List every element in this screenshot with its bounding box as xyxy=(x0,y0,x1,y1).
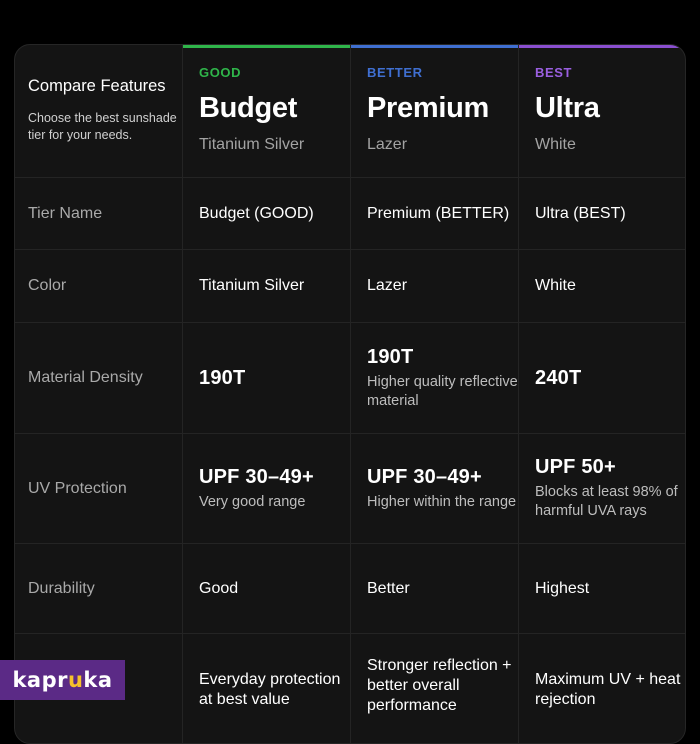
cell-durability-better: Better xyxy=(351,544,519,634)
uv-note: Higher within the range xyxy=(367,493,517,510)
row-label-density: Material Density xyxy=(15,323,183,434)
cell-summary-best: Maximum UV + heat rejection xyxy=(519,634,685,743)
uv-value: UPF 50+ xyxy=(535,456,616,478)
intro-cell: Compare Features Choose the best sunshad… xyxy=(15,45,183,178)
tier-color: White xyxy=(535,136,576,153)
cell-uv-good: UPF 30–49+ Very good range xyxy=(183,434,351,544)
density-note: Higher quality reflective material xyxy=(367,373,518,409)
uv-note: Blocks at least 98% of harmful UVA rays xyxy=(535,484,678,519)
cell-color-better: Lazer xyxy=(351,250,519,323)
cell-color-best: White xyxy=(519,250,685,323)
tier-name: Ultra xyxy=(535,92,600,124)
cell-color-good: Titanium Silver xyxy=(183,250,351,323)
cell-uv-better: UPF 30–49+ Higher within the range xyxy=(351,434,519,544)
uv-value: UPF 30–49+ xyxy=(367,465,482,488)
cell-tier-name-better: Premium (BETTER) xyxy=(351,178,519,250)
compare-subtitle: Choose the best sunshade tier for your n… xyxy=(28,111,177,142)
logo-accent-letter: u xyxy=(67,668,84,692)
good-accent-bar xyxy=(183,45,350,48)
cell-tier-name-best: Ultra (BEST) xyxy=(519,178,685,250)
cell-density-best: 240T xyxy=(519,323,685,434)
cell-summary-better: Stronger reflection + better overall per… xyxy=(351,634,519,743)
tier-tag: BEST xyxy=(535,65,573,80)
cell-density-good: 190T xyxy=(183,323,351,434)
cell-uv-best: UPF 50+ Blocks at least 98% of harmful U… xyxy=(519,434,685,544)
cell-durability-good: Good xyxy=(183,544,351,634)
comparison-table: Compare Features Choose the best sunshad… xyxy=(14,44,686,744)
summary-text: Maximum UV + heat rejection xyxy=(535,671,681,708)
row-label-summary xyxy=(15,634,183,743)
cell-tier-name-good: Budget (GOOD) xyxy=(183,178,351,250)
uv-value: UPF 30–49+ xyxy=(199,465,314,488)
density-value: 190T xyxy=(199,366,246,389)
tier-header-better: BETTER Premium Lazer xyxy=(351,45,519,178)
cell-durability-best: Highest xyxy=(519,544,685,634)
tier-tag: BETTER xyxy=(367,65,423,80)
tier-color: Lazer xyxy=(367,136,408,153)
density-value: 190T xyxy=(367,345,414,368)
cell-summary-good: Everyday protection at best value xyxy=(183,634,351,743)
kapruka-logo[interactable]: kapr u ka xyxy=(0,660,125,700)
tier-tag: GOOD xyxy=(199,65,242,80)
row-label-durability: Durability xyxy=(15,544,183,634)
comparison-grid: Compare Features Choose the best sunshad… xyxy=(15,45,685,743)
row-label-uv: UV Protection xyxy=(15,434,183,544)
compare-title: Compare Features xyxy=(28,77,166,95)
tier-header-good: GOOD Budget Titanium Silver xyxy=(183,45,351,178)
logo-text-end: ka xyxy=(83,668,113,692)
tier-name: Premium xyxy=(367,92,489,124)
cell-density-better: 190T Higher quality reflective material xyxy=(351,323,519,434)
uv-note: Very good range xyxy=(199,493,306,510)
summary-text: Everyday protection at best value xyxy=(199,671,341,708)
summary-text: Stronger reflection + better overall per… xyxy=(367,657,512,714)
better-accent-bar xyxy=(351,45,518,48)
tier-color: Titanium Silver xyxy=(199,136,305,153)
logo-text-start: kapr xyxy=(12,668,68,692)
density-value: 240T xyxy=(535,366,582,389)
best-accent-bar xyxy=(519,45,685,48)
row-label-color: Color xyxy=(15,250,183,323)
row-label-tier-name: Tier Name xyxy=(15,178,183,250)
tier-header-best: BEST Ultra White xyxy=(519,45,685,178)
tier-name: Budget xyxy=(199,92,298,124)
